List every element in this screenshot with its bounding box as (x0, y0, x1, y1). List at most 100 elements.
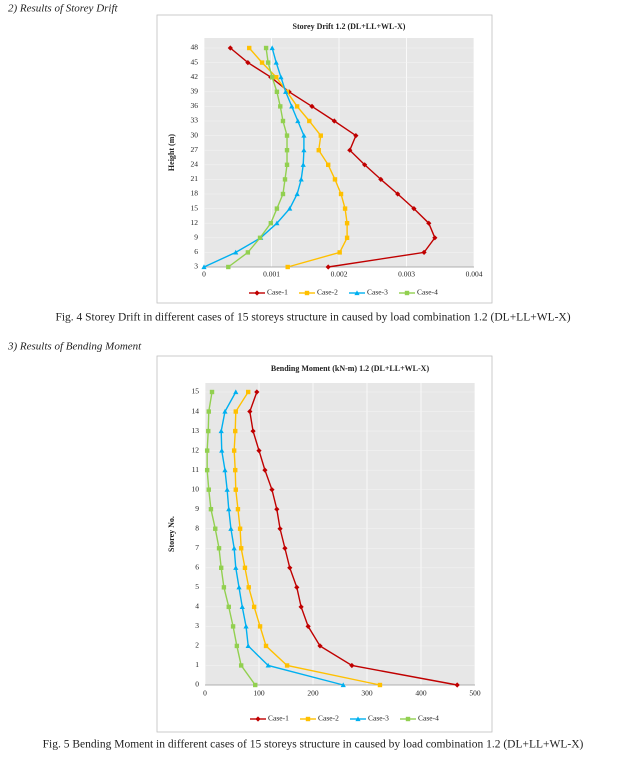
data-point (273, 60, 279, 65)
data-point (245, 250, 251, 255)
data-point (206, 487, 211, 492)
plot-area (205, 383, 475, 685)
y-tick-label: 2 (195, 641, 199, 650)
data-point (262, 467, 268, 473)
data-point (378, 176, 384, 182)
data-point (274, 89, 280, 94)
data-point (233, 249, 239, 255)
data-point (338, 191, 344, 197)
y-tick-label: 30 (191, 130, 199, 139)
data-point (226, 264, 231, 270)
data-point (233, 565, 239, 570)
data-point (326, 162, 331, 167)
data-point (233, 409, 238, 414)
data-point (331, 118, 337, 124)
legend-label: Case-1 (267, 288, 288, 297)
data-point (235, 507, 241, 512)
data-point (278, 74, 284, 80)
y-tick-label: 8 (195, 523, 199, 532)
legend-label: Case-4 (418, 714, 439, 723)
series-line (249, 391, 458, 686)
data-point (228, 526, 234, 531)
data-point (349, 662, 355, 669)
data-point (316, 148, 321, 153)
data-point (325, 264, 331, 270)
data-point (236, 584, 242, 590)
series-line (227, 47, 288, 268)
legend-label: Case-3 (367, 288, 388, 297)
data-point (256, 448, 262, 454)
data-point (265, 60, 271, 65)
data-point (454, 682, 460, 688)
data-point (342, 206, 348, 211)
data-point (221, 585, 227, 590)
data-point (245, 643, 251, 649)
data-point (305, 623, 311, 629)
chart-title: Bending Moment (kN-m) 1.2 (DL+LL+WL-X) (271, 364, 430, 373)
data-point (298, 604, 304, 610)
data-point (269, 487, 275, 493)
data-point (257, 624, 263, 629)
data-point (231, 545, 237, 551)
y-tick-label: 0 (195, 680, 199, 689)
data-point (274, 75, 279, 80)
x-tick-label: 0.003 (398, 270, 415, 279)
data-point (269, 75, 275, 80)
y-tick-label: 27 (191, 145, 199, 154)
data-point (242, 565, 248, 570)
data-point (287, 565, 293, 571)
data-point (332, 177, 338, 182)
data-point (282, 177, 288, 182)
legend-marker (255, 716, 261, 722)
legend-marker (404, 290, 410, 296)
y-tick-label: 36 (191, 101, 199, 110)
y-tick-label: 12 (191, 218, 199, 227)
series-line (233, 391, 381, 686)
legend-marker (304, 290, 310, 296)
data-point (280, 118, 286, 124)
data-point (301, 133, 307, 138)
data-point (237, 526, 243, 531)
data-point (277, 526, 283, 532)
data-point (213, 526, 218, 531)
x-tick-label: 0 (202, 270, 206, 279)
legend-marker (305, 716, 311, 722)
data-point (226, 604, 231, 610)
y-tick-label: 12 (192, 445, 200, 454)
y-tick-label: 21 (191, 174, 199, 183)
data-point (233, 487, 238, 492)
data-point (340, 682, 346, 688)
legend-label: Case-4 (417, 288, 438, 297)
data-point (362, 162, 368, 168)
y-tick-label: 11 (192, 465, 199, 474)
section-heading: 2) Results of Storey Drift (8, 3, 119, 15)
data-point (222, 408, 228, 414)
legend-marker (254, 290, 260, 296)
section-heading: 3) Results of Bending Moment (7, 341, 142, 353)
data-point (216, 546, 222, 551)
series-line (229, 47, 436, 268)
data-point (243, 623, 249, 629)
data-point (247, 408, 253, 415)
data-point (206, 409, 211, 414)
data-point (257, 235, 263, 240)
data-point (208, 507, 214, 512)
data-point (265, 662, 271, 668)
legend-label: Case-1 (268, 714, 289, 723)
data-point (274, 220, 280, 226)
data-point (318, 133, 323, 138)
x-tick-label: 0.004 (466, 270, 483, 279)
data-point (209, 389, 215, 395)
data-point (344, 221, 350, 226)
y-tick-label: 42 (191, 72, 199, 81)
data-point (317, 643, 323, 649)
data-point (259, 60, 265, 65)
data-point (251, 604, 257, 610)
data-point (224, 487, 230, 492)
series-line (220, 391, 344, 686)
data-point (278, 104, 283, 109)
series-line (248, 47, 348, 268)
data-point (284, 148, 290, 153)
data-point (300, 162, 306, 167)
